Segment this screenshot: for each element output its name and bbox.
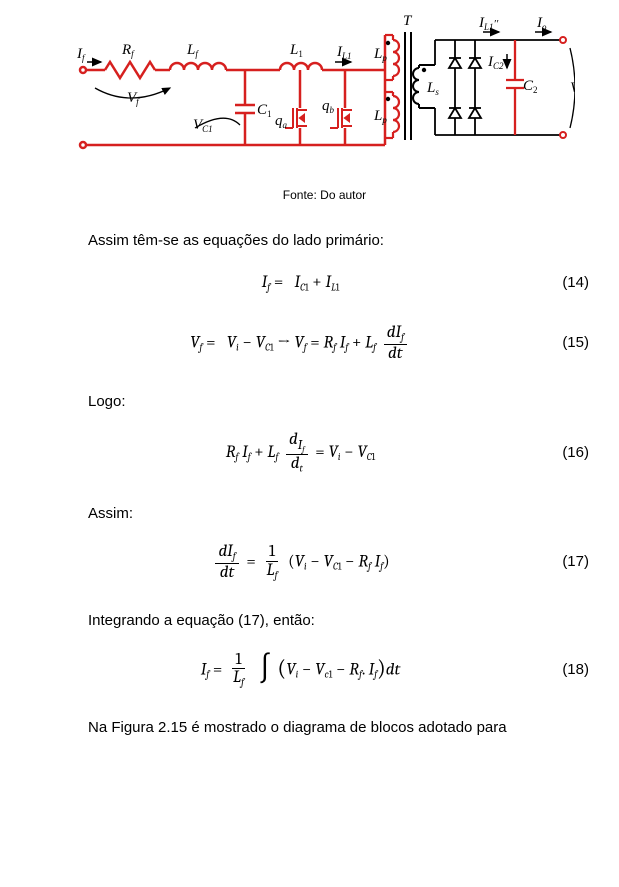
figure-caption: Fonte: Do autor: [60, 186, 589, 204]
circuit-svg: If Rf Lf L1 IL1 T IL1′′ Io Vf C1 VC1 qa …: [75, 10, 575, 170]
svg-text:Rf: Rf: [121, 42, 135, 59]
svg-text:Ls: Ls: [426, 80, 439, 97]
svg-text:qa: qa: [275, 113, 288, 130]
svg-text:Io: Io: [536, 15, 547, 32]
paragraph-assim: Assim:: [60, 503, 589, 526]
equation-15: Vf = Vi − VC1 → Vf = Rf If + Lf dIf dt (…: [60, 324, 589, 363]
svg-text:C2: C2: [523, 78, 538, 95]
equation-16: Rf If + Lf dIf dt = Vi − VC1 (16): [60, 431, 589, 475]
svg-text:VC1: VC1: [193, 117, 213, 134]
svg-text:IL1: IL1: [336, 44, 352, 61]
svg-text:qb: qb: [322, 98, 335, 115]
svg-text:C1: C1: [257, 102, 272, 119]
circuit-diagram: If Rf Lf L1 IL1 T IL1′′ Io Vf C1 VC1 qa …: [60, 10, 589, 178]
paragraph-intro: Assim têm-se as equações do lado primári…: [60, 230, 589, 253]
equation-17: dIf dt = 1 Lf (Vi − VC1 − Rf If) (17): [60, 543, 589, 582]
paragraph-final: Na Figura 2.15 é mostrado o diagrama de …: [60, 717, 589, 740]
paragraph-logo: Logo:: [60, 391, 589, 414]
equation-number: (14): [541, 272, 589, 295]
equation-18: If = 1 Lf ∫ (Vi − Vc1 − Rf. If)dt (18): [60, 651, 589, 690]
svg-text:Vo: Vo: [570, 80, 575, 97]
svg-text:L1: L1: [289, 42, 303, 59]
equation-number: (15): [541, 332, 589, 355]
equation-14: If = IC1 + IL1 (14): [60, 270, 589, 296]
svg-text:T: T: [403, 13, 413, 29]
svg-text:Lf: Lf: [186, 42, 199, 59]
svg-text:IC2: IC2: [487, 54, 504, 71]
svg-text:If: If: [76, 46, 86, 63]
equation-number: (16): [541, 442, 589, 465]
equation-number: (18): [541, 659, 589, 682]
svg-text:IL1′′: IL1′′: [478, 15, 499, 32]
paragraph-integrating: Integrando a equação (17), então:: [60, 610, 589, 633]
equation-number: (17): [541, 551, 589, 574]
svg-text:Vf: Vf: [127, 90, 140, 107]
